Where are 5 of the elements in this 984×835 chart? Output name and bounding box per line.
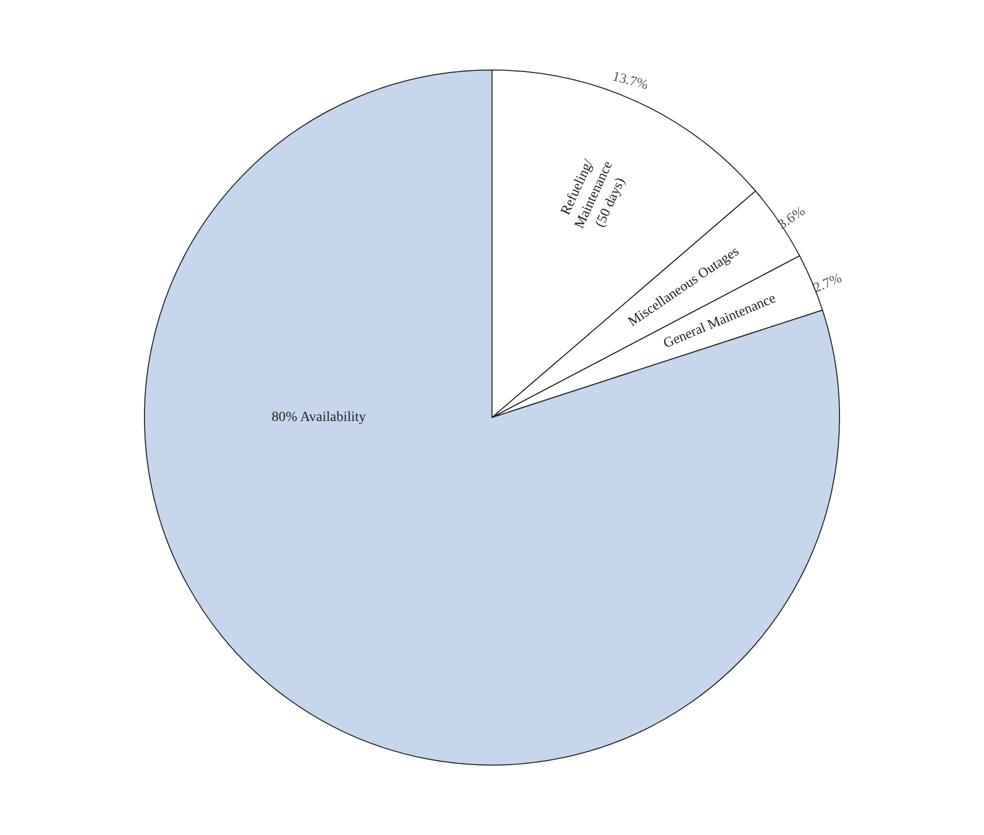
data-label: 2.7% [811, 270, 844, 296]
slice-label: 80% Availability [272, 410, 366, 425]
data-label: 13.7% [610, 69, 650, 94]
data-label: 3.6% [776, 204, 808, 233]
pie-slice [144, 70, 840, 766]
